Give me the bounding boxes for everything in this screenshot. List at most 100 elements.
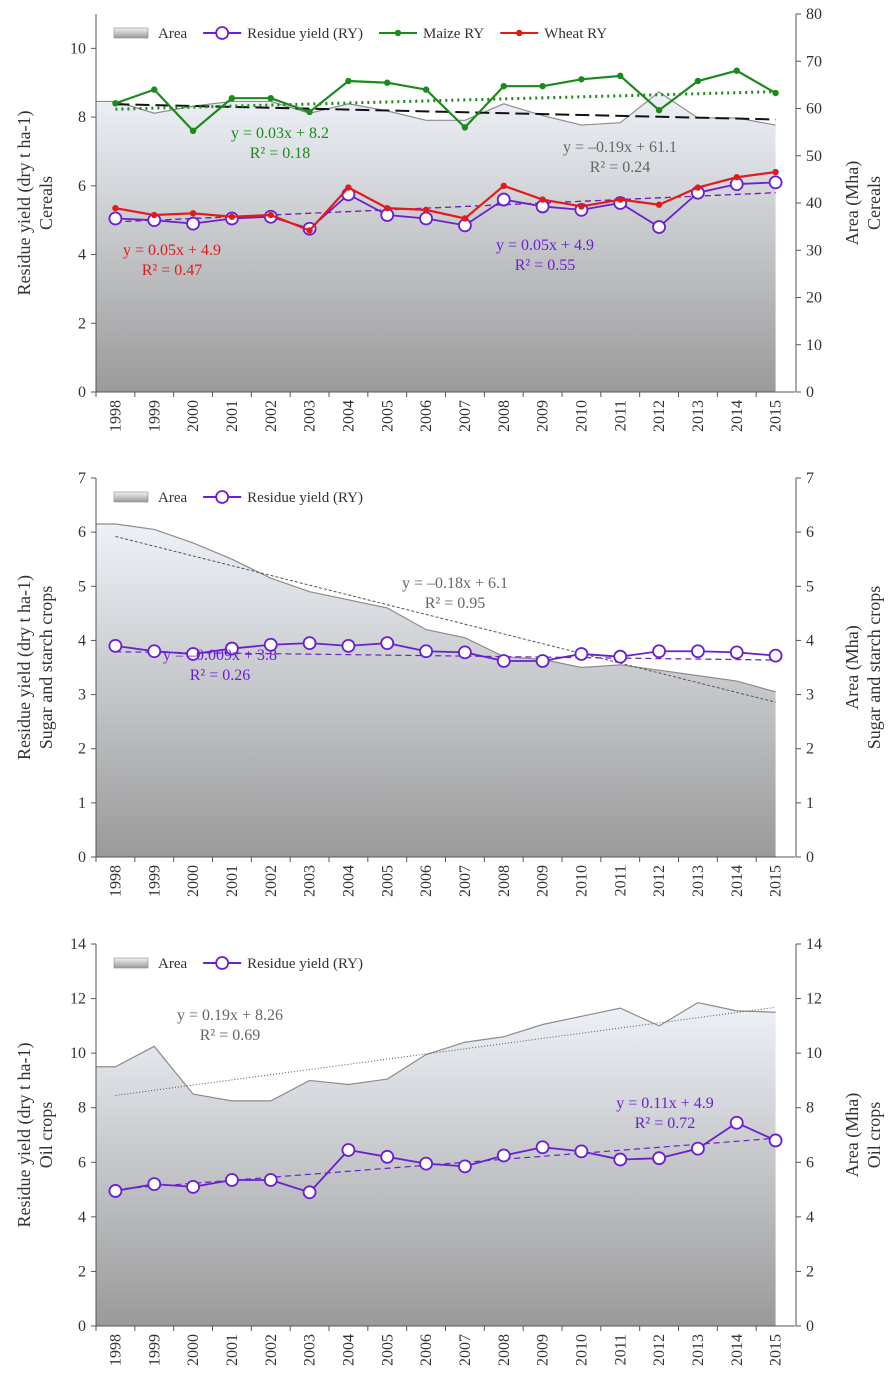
data-point [535,1140,550,1155]
right-tick-label: 80 [806,6,822,23]
left-axis-title-line: Sugar and starch crops [36,586,56,749]
x-tick-label: 2002 [263,865,280,897]
x-tick-label: 2010 [573,1334,590,1366]
data-point [186,216,200,231]
x-tick-label: 2008 [496,865,513,897]
x-tick-label: 2005 [379,865,396,897]
data-point [422,206,430,214]
data-point [228,213,236,220]
data-point [151,86,158,93]
data-point [341,638,356,653]
x-tick-label: 2004 [340,865,357,897]
right-tick-label: 20 [806,290,822,307]
data-point [306,227,313,234]
left-axis-title: Residue yield (dry t ha-1) Oil crops [14,1043,56,1228]
legend-item: Area [113,956,187,972]
data-point [267,211,274,219]
data-point [617,72,624,80]
x-tick-label: 1999 [146,400,163,432]
x-tick-label: 2002 [263,400,280,432]
left-tick-label: 12 [70,991,86,1008]
x-tick-label: 2015 [768,865,785,897]
data-point [578,76,585,83]
data-point [108,1184,123,1198]
data-point [652,644,666,659]
left-tick-label: 1 [78,795,86,812]
x-tick-label: 2013 [690,865,707,897]
right-axis-title-line: Area (Mha) [842,1093,863,1177]
data-point [768,1133,783,1148]
x-tick-label: 2015 [768,1334,785,1366]
data-point [302,1185,317,1200]
trend-equation: y = 0.05x + 4.9 [496,237,594,254]
right-tick-label: 0 [806,384,814,401]
data-point [733,67,740,74]
data-point [496,1148,511,1163]
right-tick-label: 1 [806,795,814,812]
data-point [384,79,391,86]
x-tick-label: 2007 [457,400,474,432]
right-tick-label: 3 [806,687,814,704]
x-tick-label: 2011 [612,865,629,896]
right-axis-title-line: Area (Mha) [842,161,863,245]
data-point [345,77,352,85]
left-axis-title-line: Residue yield (dry t ha-1) [14,111,35,296]
data-point [691,1141,705,1156]
chart-panel-sugar_starch: 0 1 2 3 4 5 6 7 0 1 2 3 4 5 6 7 1998 1999 2000 2001 2002 2003… [14,470,884,897]
right-tick-label: 50 [806,148,822,165]
left-tick-label: 2 [78,1263,86,1280]
left-tick-label: 10 [70,40,86,57]
right-tick-label: 5 [806,578,814,595]
trend-equation: y = –0.009x + 3.8 [163,647,277,664]
trend-equation: y = –0.18x + 6.1 [402,575,508,592]
left-tick-label: 4 [78,247,86,264]
right-tick-label: 7 [806,470,814,487]
right-tick-label: 0 [806,849,814,866]
data-point [772,168,779,176]
x-tick-label: 2006 [418,1334,435,1366]
trend-r2: R² = 0.24 [590,159,651,176]
legend-label: Area [158,26,187,42]
x-tick-label: 1998 [107,1334,124,1366]
legend-item: Area [113,490,187,506]
trend-equation: y = 0.03x + 8.2 [231,125,329,142]
left-tick-label: 5 [78,578,86,595]
legend-label: Residue yield (RY) [247,26,363,42]
left-tick-label: 2 [78,741,86,758]
data-point [419,644,433,659]
left-tick-label: 0 [78,849,86,866]
right-axis-title-line: Sugar and starch crops [864,586,884,749]
data-point [151,211,158,219]
area-outline [96,1002,776,1102]
trend-equation: y = 0.05x + 4.9 [123,242,221,259]
left-axis-title-line: Oil crops [36,1102,56,1169]
legend-item: Maize RY [378,26,484,42]
data-point [419,1156,433,1171]
right-tick-label: 60 [806,101,822,118]
right-axis-title-line: Cereals [864,176,884,230]
data-point [655,107,663,114]
series-maize-ry [112,67,779,135]
x-tick-label: 2000 [185,400,202,432]
trend-r2: R² = 0.47 [142,262,203,279]
x-tick-label: 2014 [729,1334,746,1366]
data-point [267,94,274,102]
series-line [115,69,777,133]
x-tick-label: 2000 [185,865,202,897]
data-point [189,210,197,217]
x-tick-label: 2004 [340,1334,357,1366]
x-tick-label: 1998 [107,865,124,897]
area-fill [96,524,776,857]
right-tick-label: 70 [806,53,822,70]
legend-item: Wheat RY [500,26,607,42]
legend-swatch-marker [215,956,230,970]
left-axis-title-line: Residue yield (dry t ha-1) [14,1043,35,1228]
series-residue-yield-ry- [108,636,783,668]
data-point [384,204,391,212]
right-tick-label: 30 [806,242,822,259]
trendline-maize-ry [115,90,776,111]
data-point [422,86,430,93]
data-point [691,644,705,659]
data-point [694,77,702,85]
